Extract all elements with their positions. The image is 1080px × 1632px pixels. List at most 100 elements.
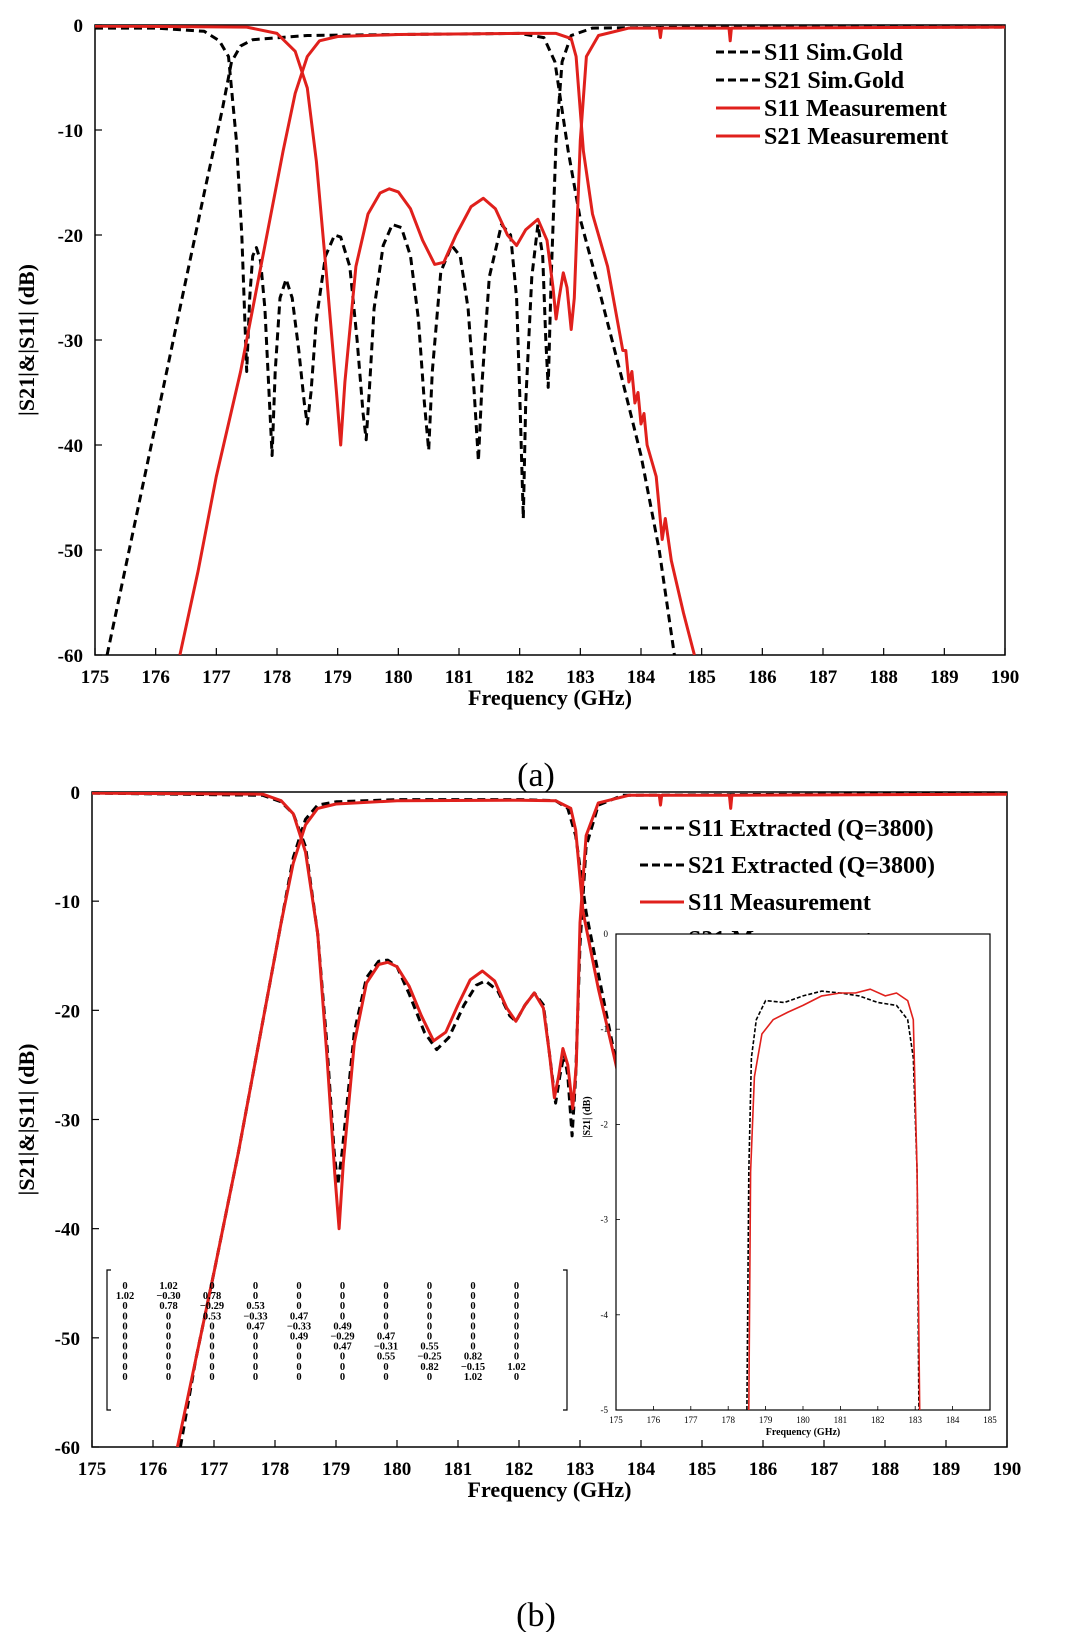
x-tick-label: 176 xyxy=(139,1459,168,1480)
x-tick-label: 183 xyxy=(566,667,595,688)
matrix-cell: 0 xyxy=(383,1301,388,1312)
a-legend-label-3: S21 Measurement xyxy=(764,124,948,150)
x-tick-label: 179 xyxy=(323,667,352,688)
b-series-line-2 xyxy=(92,792,1007,1231)
matrix-cell: 0 xyxy=(470,1332,475,1343)
matrix-cell: 0 xyxy=(122,1311,127,1322)
x-tick-label: 186 xyxy=(749,1459,778,1480)
matrix-cell: 0 xyxy=(427,1301,432,1312)
matrix-cell: 0 xyxy=(253,1352,258,1363)
y-axis-label: |S21|&|S11| (dB) xyxy=(14,1043,39,1195)
inset-x-axis-label: Frequency (GHz) xyxy=(766,1427,841,1438)
matrix-cell: 0 xyxy=(296,1301,301,1312)
y-axis-label: |S21|&|S11| (dB) xyxy=(14,264,39,416)
inset-y-tick-label: -5 xyxy=(601,1405,609,1415)
a-legend-label-2: S11 Measurement xyxy=(764,96,947,122)
x-tick-label: 185 xyxy=(688,1459,717,1480)
matrix-cell: 0 xyxy=(166,1342,171,1353)
matrix-cell: 0 xyxy=(383,1321,388,1332)
inset-x-tick-label: 180 xyxy=(796,1415,810,1425)
matrix-cell: 0 xyxy=(383,1372,388,1383)
matrix-cell: 0 xyxy=(470,1281,475,1292)
matrix-cell: −0.15 xyxy=(461,1362,485,1373)
matrix-cell: 0 xyxy=(427,1281,432,1292)
matrix-cell: 0 xyxy=(122,1362,127,1373)
a-legend-label-0: S11 Sim.Gold xyxy=(764,40,903,66)
y-tick-label: 0 xyxy=(74,16,84,37)
matrix-cell: 0 xyxy=(427,1332,432,1343)
matrix-cell: 0 xyxy=(296,1352,301,1363)
matrix-cell: 0 xyxy=(122,1352,127,1363)
x-tick-label: 184 xyxy=(627,667,656,688)
x-tick-label: 188 xyxy=(871,1459,900,1480)
matrix-cell: 0 xyxy=(514,1352,519,1363)
matrix-cell: 0 xyxy=(253,1281,258,1292)
matrix-bracket-left xyxy=(106,1269,111,1411)
inset-x-tick-label: 184 xyxy=(946,1415,960,1425)
matrix-cell: 0.47 xyxy=(333,1342,351,1353)
x-tick-label: 182 xyxy=(505,667,534,688)
matrix-cell: 0 xyxy=(514,1281,519,1292)
matrix-cell: 0.47 xyxy=(290,1311,308,1322)
matrix-cell: 0 xyxy=(514,1342,519,1353)
x-tick-label: 190 xyxy=(993,1459,1022,1480)
matrix-cell: 0 xyxy=(209,1281,214,1292)
x-axis-label: Frequency (GHz) xyxy=(468,1477,632,1502)
x-tick-label: 181 xyxy=(444,1459,473,1480)
b-series-line-3 xyxy=(175,798,631,1447)
inset-x-tick-label: 175 xyxy=(609,1415,623,1425)
matrix-cell: 0 xyxy=(470,1342,475,1353)
matrix-cell: 0 xyxy=(514,1321,519,1332)
b-legend-label-0: S11 Extracted (Q=3800) xyxy=(688,816,934,842)
inset-x-tick-label: 178 xyxy=(721,1415,735,1425)
matrix-cell: 0 xyxy=(253,1332,258,1343)
matrix-cell: 0.53 xyxy=(246,1301,264,1312)
matrix-cell: 0 xyxy=(122,1301,127,1312)
caption-b: (b) xyxy=(516,1597,556,1632)
x-tick-label: 178 xyxy=(261,1459,290,1480)
inset-x-tick-label: 181 xyxy=(834,1415,848,1425)
matrix-cell: 0 xyxy=(340,1291,345,1302)
matrix-cell: 0 xyxy=(340,1301,345,1312)
matrix-cell: 0 xyxy=(253,1362,258,1373)
matrix-cell: 0 xyxy=(514,1301,519,1312)
matrix-cell: 0 xyxy=(122,1332,127,1343)
matrix-cell: 0.49 xyxy=(290,1332,308,1343)
inset-series-line-1 xyxy=(748,988,921,1410)
matrix-cell: 0 xyxy=(209,1342,214,1353)
x-tick-label: 186 xyxy=(748,667,777,688)
x-tick-label: 187 xyxy=(810,1459,839,1480)
matrix-cell: −0.33 xyxy=(287,1321,311,1332)
x-tick-label: 188 xyxy=(869,667,898,688)
x-tick-label: 178 xyxy=(263,667,292,688)
matrix-cell: 0 xyxy=(427,1372,432,1383)
matrix-cell: 0 xyxy=(383,1291,388,1302)
x-tick-label: 180 xyxy=(384,667,413,688)
inset-series-line-0 xyxy=(746,990,920,1410)
matrix-cell: −0.30 xyxy=(156,1291,180,1302)
matrix-cell: −0.31 xyxy=(374,1342,398,1353)
y-tick-label: -30 xyxy=(58,331,83,352)
matrix-cell: 1.02 xyxy=(159,1281,177,1292)
matrix-cell: 0 xyxy=(470,1301,475,1312)
matrix-cell: 0 xyxy=(166,1372,171,1383)
x-tick-label: 180 xyxy=(383,1459,412,1480)
matrix-cell: 0 xyxy=(166,1362,171,1373)
inset-chart: 175 176 177 178 179 180 181 182 183 184 185 0 -1 -2 -3… xyxy=(582,929,997,1438)
inset-y-tick-label: -1 xyxy=(601,1024,609,1034)
matrix-cell: 0 xyxy=(427,1291,432,1302)
x-tick-label: 179 xyxy=(322,1459,351,1480)
y-tick-label: -10 xyxy=(55,892,80,913)
matrix-cell: 0 xyxy=(340,1362,345,1373)
matrix-cell: 0 xyxy=(470,1291,475,1302)
matrix-cell: 0 xyxy=(166,1311,171,1322)
x-tick-label: 184 xyxy=(627,1459,656,1480)
matrix-bracket-right xyxy=(563,1269,568,1411)
matrix-cell: 0 xyxy=(166,1321,171,1332)
inset-y-tick-label: -2 xyxy=(601,1119,609,1129)
inset-x-tick-label: 182 xyxy=(871,1415,885,1425)
a-legend-label-1: S21 Sim.Gold xyxy=(764,68,905,94)
y-tick-label: -20 xyxy=(55,1001,80,1022)
matrix-cell: 0.82 xyxy=(420,1362,438,1373)
